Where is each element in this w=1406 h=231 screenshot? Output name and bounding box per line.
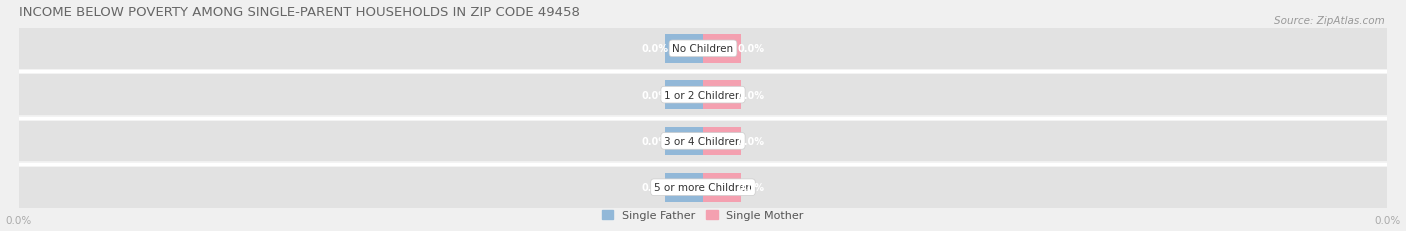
Text: 0.0%: 0.0%: [641, 90, 669, 100]
Bar: [665, 173, 703, 202]
Bar: [665, 35, 703, 64]
Bar: [18, 121, 1388, 162]
Text: 0.0%: 0.0%: [737, 136, 765, 146]
Bar: [703, 35, 741, 64]
Text: 0.0%: 0.0%: [737, 90, 765, 100]
Bar: [18, 29, 1388, 69]
Bar: [665, 127, 703, 156]
Text: INCOME BELOW POVERTY AMONG SINGLE-PARENT HOUSEHOLDS IN ZIP CODE 49458: INCOME BELOW POVERTY AMONG SINGLE-PARENT…: [18, 6, 579, 18]
Text: 5 or more Children: 5 or more Children: [654, 182, 752, 192]
Text: 1 or 2 Children: 1 or 2 Children: [664, 90, 742, 100]
Text: 0.0%: 0.0%: [737, 182, 765, 192]
Text: 0.0%: 0.0%: [641, 182, 669, 192]
Text: 0.0%: 0.0%: [641, 44, 669, 54]
Bar: [18, 75, 1388, 116]
Text: Source: ZipAtlas.com: Source: ZipAtlas.com: [1274, 16, 1385, 26]
Text: No Children: No Children: [672, 44, 734, 54]
Bar: [18, 167, 1388, 208]
Bar: [703, 127, 741, 156]
Bar: [703, 173, 741, 202]
Legend: Single Father, Single Mother: Single Father, Single Mother: [600, 208, 806, 222]
Text: 0.0%: 0.0%: [737, 44, 765, 54]
Bar: [665, 81, 703, 109]
Text: 0.0%: 0.0%: [641, 136, 669, 146]
Bar: [703, 81, 741, 109]
Text: 3 or 4 Children: 3 or 4 Children: [664, 136, 742, 146]
